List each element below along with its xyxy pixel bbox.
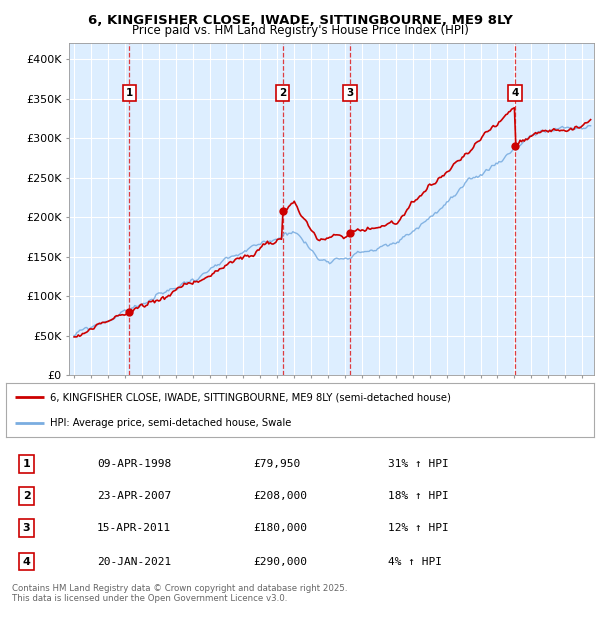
Text: £290,000: £290,000 [253,557,307,567]
Text: Contains HM Land Registry data © Crown copyright and database right 2025.
This d: Contains HM Land Registry data © Crown c… [12,584,347,603]
Text: £79,950: £79,950 [253,459,300,469]
Text: 4: 4 [23,557,31,567]
Text: 31% ↑ HPI: 31% ↑ HPI [388,459,449,469]
Text: 1: 1 [126,88,133,98]
Text: 09-APR-1998: 09-APR-1998 [97,459,172,469]
Text: 4% ↑ HPI: 4% ↑ HPI [388,557,442,567]
Text: 3: 3 [23,523,31,533]
Text: 6, KINGFISHER CLOSE, IWADE, SITTINGBOURNE, ME9 8LY (semi-detached house): 6, KINGFISHER CLOSE, IWADE, SITTINGBOURN… [50,392,451,402]
Text: £180,000: £180,000 [253,523,307,533]
Text: 1: 1 [23,459,31,469]
Text: 23-APR-2007: 23-APR-2007 [97,491,172,501]
Text: 15-APR-2011: 15-APR-2011 [97,523,172,533]
Text: 20-JAN-2021: 20-JAN-2021 [97,557,172,567]
Text: 2: 2 [23,491,31,501]
Text: 3: 3 [346,88,353,98]
Text: 6, KINGFISHER CLOSE, IWADE, SITTINGBOURNE, ME9 8LY: 6, KINGFISHER CLOSE, IWADE, SITTINGBOURN… [88,14,512,27]
Text: HPI: Average price, semi-detached house, Swale: HPI: Average price, semi-detached house,… [50,418,292,428]
Text: 18% ↑ HPI: 18% ↑ HPI [388,491,449,501]
Text: £208,000: £208,000 [253,491,307,501]
Text: 4: 4 [512,88,519,98]
Text: 2: 2 [279,88,286,98]
Text: Price paid vs. HM Land Registry's House Price Index (HPI): Price paid vs. HM Land Registry's House … [131,24,469,37]
Text: 12% ↑ HPI: 12% ↑ HPI [388,523,449,533]
